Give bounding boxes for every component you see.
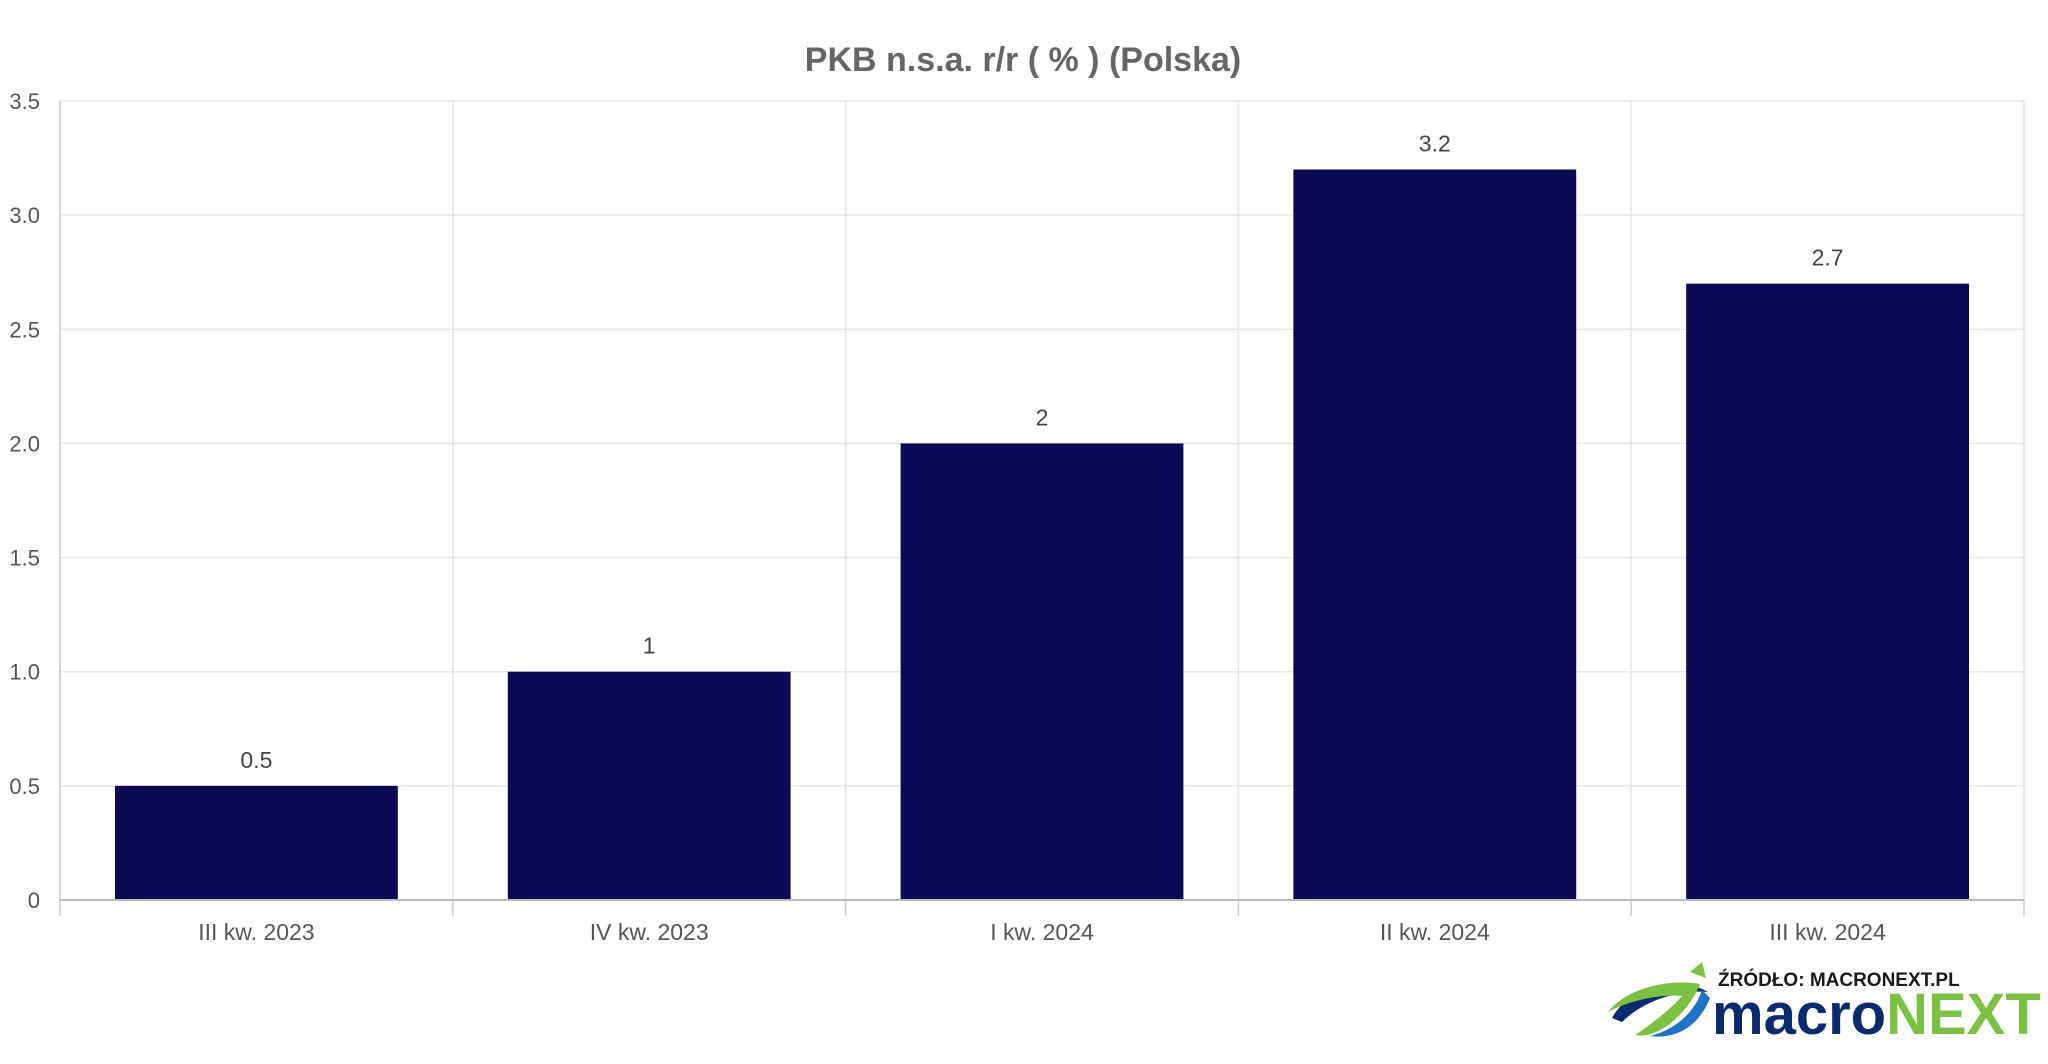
bar: [114, 785, 398, 900]
x-category-label: I kw. 2024: [990, 919, 1094, 945]
x-category-label: III kw. 2024: [1769, 919, 1886, 945]
bar-value-label: 1: [643, 633, 656, 659]
bar-value-label: 0.5: [240, 747, 272, 773]
bar-value-label: 2: [1036, 404, 1049, 430]
x-category-label: IV kw. 2023: [590, 919, 709, 945]
y-tick-label: 0.5: [9, 774, 40, 799]
bar: [900, 443, 1184, 900]
y-tick-label: 1.5: [9, 546, 40, 571]
chart-title: PKB n.s.a. r/r ( % ) (Polska): [805, 41, 1241, 79]
y-tick-label: 0: [28, 888, 40, 913]
y-tick-label: 1.0: [9, 660, 40, 685]
y-tick-label: 3.5: [9, 89, 40, 114]
x-category-label: III kw. 2023: [198, 919, 314, 945]
bar-value-label: 2.7: [1812, 245, 1844, 271]
bar: [1686, 283, 1970, 901]
y-tick-label: 3.0: [9, 203, 40, 228]
bar-value-label: 3.2: [1419, 130, 1451, 156]
macronext-logo: ŹRÓDŁO: MACRONEXT.PL macroNEXT: [1608, 962, 2041, 1047]
y-tick-label: 2.5: [9, 317, 40, 342]
y-tick-label: 2.0: [9, 431, 40, 456]
logo-wordmark: macroNEXT: [1712, 982, 2041, 1047]
swoosh-icon: [1608, 962, 1710, 1037]
bars: [114, 169, 1970, 901]
bar: [507, 671, 791, 900]
bar: [1293, 169, 1577, 900]
axes: [59, 101, 2025, 916]
x-category-label: II kw. 2024: [1380, 919, 1490, 945]
source-label: ŹRÓDŁO: MACRONEXT.PL: [1718, 969, 1960, 991]
labels: 0 0.5 1.0 1.5 2.0 2.5 3.0 3.5 0.5 III kw. 2023 1 IV…: [9, 89, 1886, 945]
grid: [59, 100, 2025, 900]
